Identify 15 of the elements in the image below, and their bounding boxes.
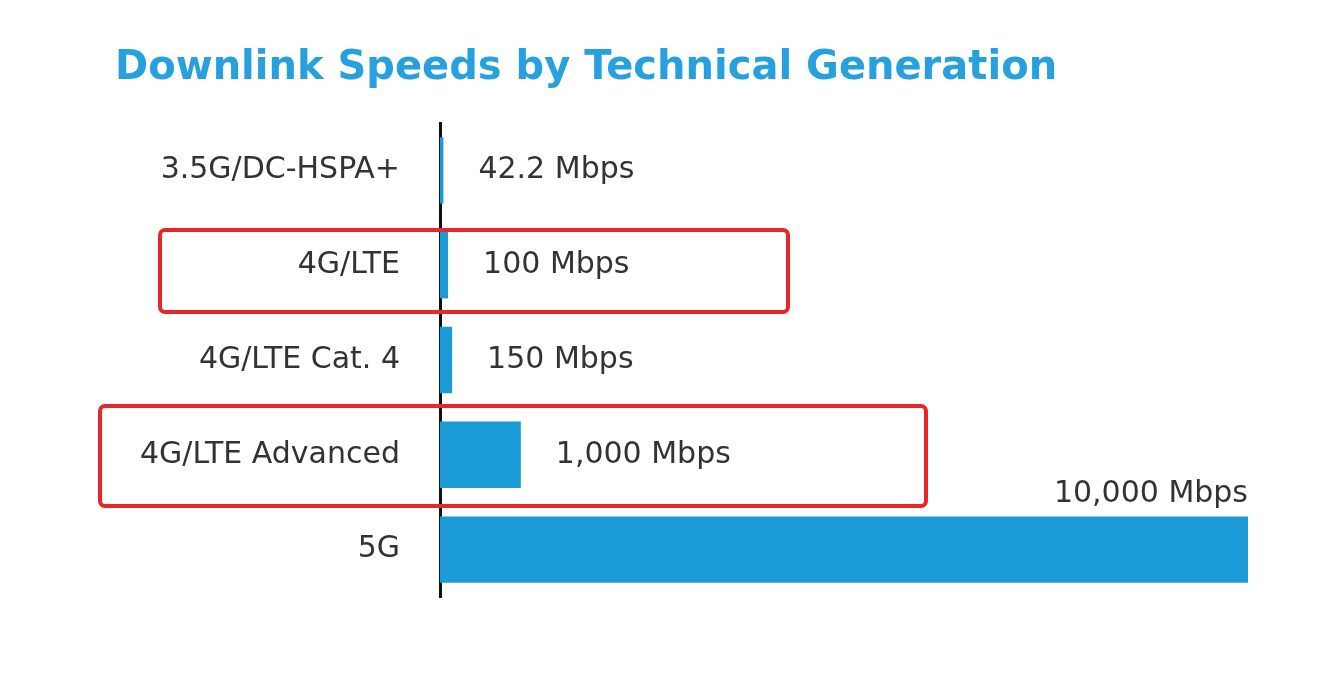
bar — [440, 232, 449, 299]
data-label: 10,000 Mbps — [1053, 474, 1248, 510]
y-tick-label: 4G/LTE Cat. 4 — [198, 339, 400, 375]
bar — [440, 421, 521, 488]
y-tick-label: 3.5G/DC-HSPA+ — [160, 150, 400, 186]
bar — [440, 326, 453, 394]
chart-title: Downlink Speeds by Technical Generation — [115, 42, 1058, 88]
data-label: 42.2 Mbps — [478, 150, 635, 186]
y-tick-label: 4G/LTE Advanced — [139, 434, 400, 470]
data-label: 1,000 Mbps — [555, 434, 731, 470]
data-label: 150 Mbps — [487, 339, 634, 375]
data-label: 100 Mbps — [483, 245, 630, 280]
y-tick-label: 4G/LTE — [297, 245, 400, 280]
y-tick-label: 5G — [357, 529, 400, 565]
bar — [440, 516, 1248, 583]
